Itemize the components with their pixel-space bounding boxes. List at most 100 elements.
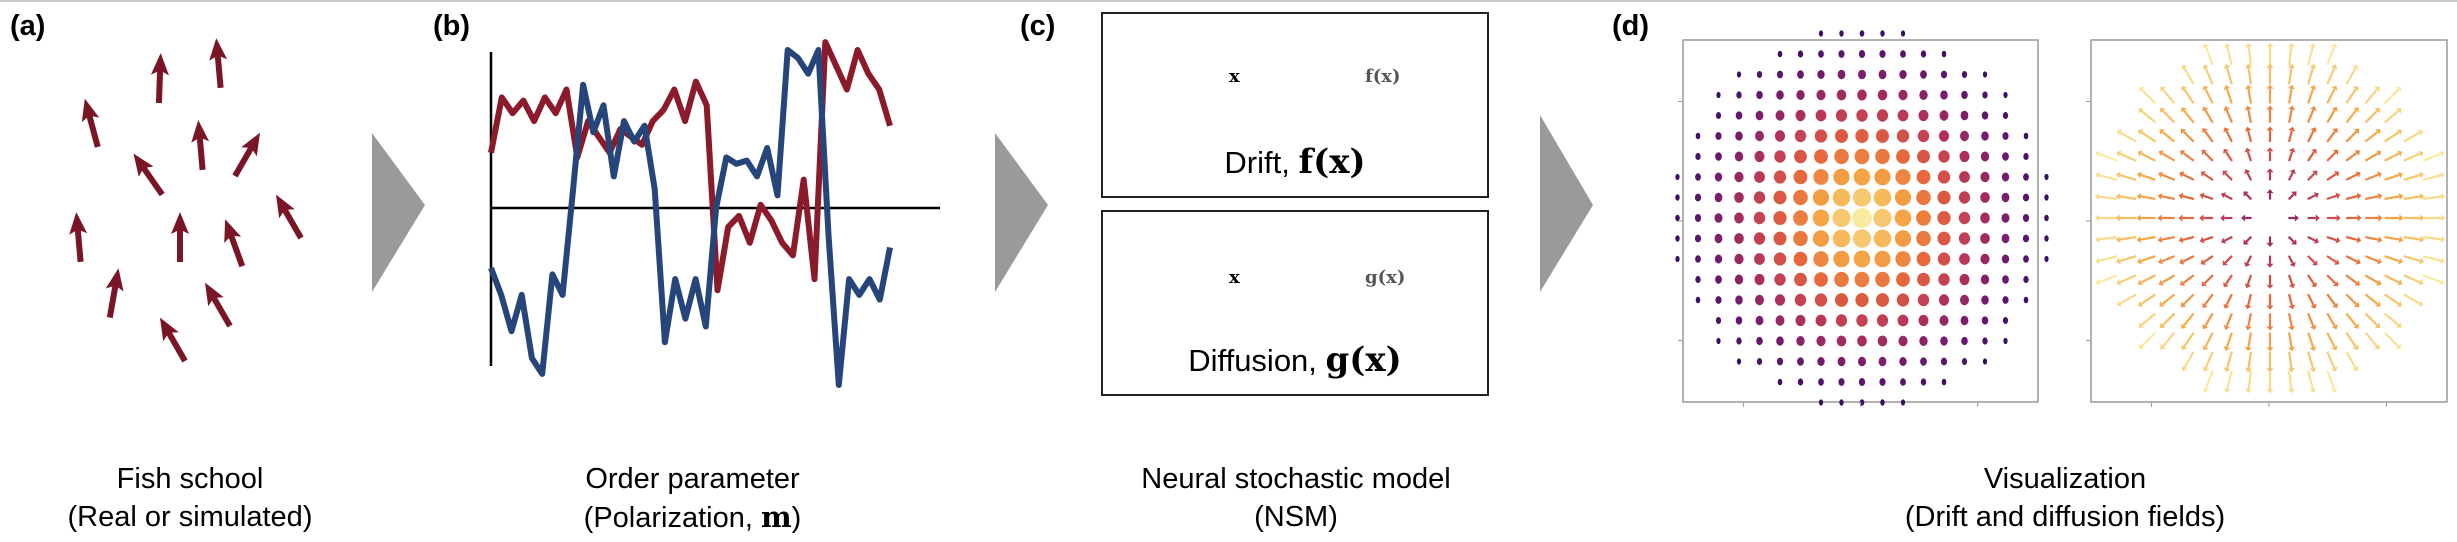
drift-dot: [1917, 129, 1930, 143]
diffusion-arrow: [2365, 236, 2379, 241]
drift-dot: [1774, 130, 1786, 142]
diffusion-arrow: [2364, 274, 2379, 284]
drift-dot: [1900, 378, 1906, 386]
diffusion-arrow: [2365, 195, 2379, 200]
drift-dot: [1900, 399, 1906, 406]
drift-dot: [1773, 190, 1787, 205]
diffusion-arrow: [2182, 130, 2195, 143]
drift-dot: [1694, 214, 1702, 222]
diffusion-arrow: [2247, 109, 2252, 123]
diffusion-box: x g(x) Diffusion, g(x): [1101, 210, 1489, 396]
drift-dot: [1938, 130, 1950, 142]
diffusion-arrow: [2307, 46, 2314, 66]
drift-dot: [1734, 192, 1744, 203]
drift-dot: [1838, 378, 1845, 386]
diffusion-arrow: [2161, 109, 2176, 124]
diffusion-arrow: [2182, 293, 2195, 306]
diffusion-arrow: [2384, 332, 2399, 347]
diffusion-arrow: [2307, 274, 2315, 285]
diffusion-arrow: [2245, 235, 2253, 243]
drift-dot: [2044, 173, 2049, 181]
drift-dot: [1940, 90, 1948, 100]
drift-dot: [1960, 110, 1969, 121]
diffusion-arrow: [2161, 173, 2176, 181]
drift-dot: [1814, 129, 1828, 143]
drift-dot: [1877, 335, 1888, 347]
drift-dot: [1736, 337, 1742, 345]
fish-icon: [276, 194, 304, 240]
drift-dot: [1939, 110, 1949, 121]
diffusion-arrow: [2288, 67, 2293, 85]
drift-dot: [1899, 357, 1907, 366]
drift-dot: [1916, 169, 1931, 185]
drift-dot: [1981, 111, 1989, 120]
drift-dot: [1853, 168, 1871, 186]
drift-dot: [1878, 356, 1887, 367]
diffusion-arrow: [2287, 151, 2294, 162]
diffusion-arrow: [2204, 351, 2214, 369]
drift-dot: [1833, 168, 1850, 186]
diffusion-arrow: [2422, 174, 2442, 181]
diffusion-arrow: [2307, 370, 2314, 390]
diffusion-arrow: [2245, 193, 2253, 201]
drift-dot: [1837, 356, 1846, 367]
diffusion-arrow: [2345, 351, 2357, 369]
diffusion-arrow: [2403, 131, 2421, 143]
diffusion-arrow: [2287, 193, 2295, 201]
drift-dot: [1793, 189, 1808, 206]
top-border: [0, 0, 2457, 2]
drift-dot: [1877, 89, 1888, 101]
drift-dot: [1916, 210, 1931, 226]
diffusion-arrow: [2246, 255, 2253, 264]
drift-symbol: f(x): [1298, 142, 1366, 182]
drift-dot: [2003, 337, 2008, 345]
diffusion-arrow: [2326, 351, 2336, 369]
diffusion-arrow: [2225, 312, 2233, 327]
drift-dot: [1838, 50, 1845, 58]
drift-dot: [1895, 169, 1911, 185]
drift-dot: [1941, 378, 1947, 386]
diffusion-arrow: [2326, 130, 2336, 143]
drift-dot: [1880, 30, 1885, 37]
diffusion-arrow: [2287, 130, 2293, 143]
drift-dot: [1833, 250, 1850, 268]
drift-dot: [1958, 232, 1971, 245]
diffusion-arrow: [2098, 152, 2118, 162]
drift-dot: [1753, 191, 1766, 204]
diffusion-arrow: [2422, 274, 2442, 284]
diffusion-arrow: [2226, 351, 2233, 369]
diffusion-arrow: [2403, 174, 2421, 181]
diffusion-arrow: [2225, 130, 2233, 143]
drift-dot: [1816, 335, 1826, 347]
diffusion-arrow: [2326, 293, 2336, 306]
drift-dot: [1793, 230, 1808, 247]
drift-dot: [1916, 230, 1931, 247]
drift-dot: [1714, 233, 1723, 244]
diffusion-arrow: [2204, 370, 2214, 390]
drift-dot: [2001, 192, 2010, 203]
drift-dot: [2002, 296, 2009, 304]
drift-dot: [1793, 251, 1808, 267]
drift-dot: [1980, 192, 1990, 203]
drift-dot: [1939, 315, 1949, 326]
diffusion-arrow: [2225, 88, 2233, 104]
drift-dot: [1753, 232, 1766, 245]
drift-dot: [1916, 251, 1931, 267]
diffusion-arrow: [2119, 152, 2137, 162]
fish-icon: [81, 98, 101, 148]
diffusion-arrow: [2364, 131, 2379, 143]
drift-dot: [1898, 335, 1908, 347]
drift-title: Drift, f(x): [1103, 142, 1487, 182]
diffusion-arrow: [2326, 151, 2337, 162]
drift-dot: [1774, 273, 1786, 286]
drift-dot: [1715, 296, 1722, 304]
diffusion-arrow: [2288, 109, 2293, 123]
diffusion-arrow: [2287, 274, 2294, 285]
drift-dot: [1797, 70, 1804, 79]
diffusion-arrow: [2422, 152, 2442, 162]
diffusion-arrow: [2246, 274, 2253, 285]
drift-dot: [1980, 274, 1990, 285]
diffusion-arrow: [2204, 109, 2214, 124]
fish-icon: [150, 53, 169, 104]
